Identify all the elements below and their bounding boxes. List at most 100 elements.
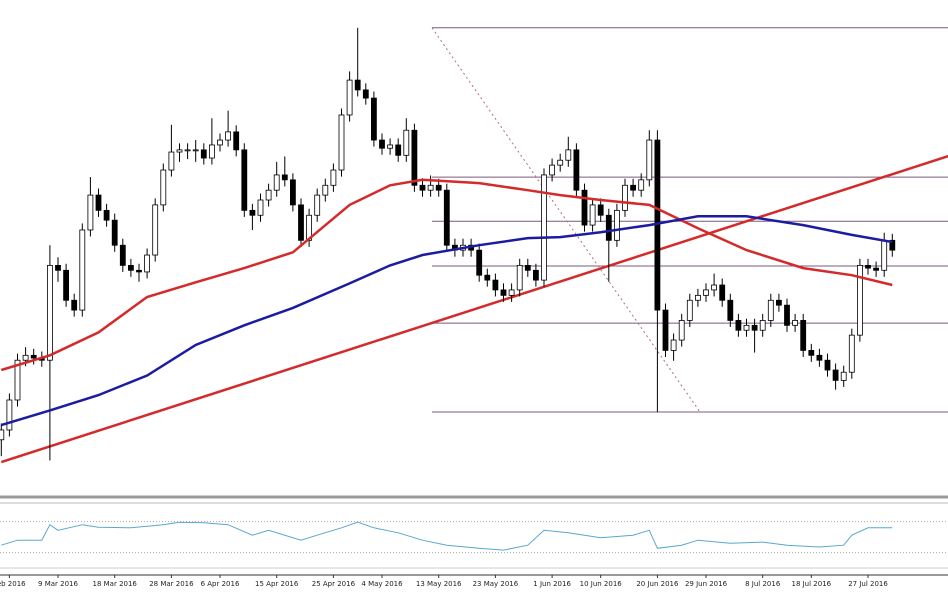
candle-body bbox=[840, 371, 847, 381]
candle-body bbox=[257, 199, 264, 216]
candle-body bbox=[630, 184, 636, 191]
candle-body bbox=[95, 194, 102, 211]
x-tick-label: 18 Mar 2016 bbox=[93, 580, 138, 588]
candle-body bbox=[281, 174, 288, 181]
candle-body bbox=[881, 239, 888, 271]
candle-body bbox=[265, 189, 272, 201]
candle-body bbox=[119, 244, 126, 266]
candle-body bbox=[273, 174, 280, 191]
candle-body bbox=[192, 149, 199, 152]
candle-body bbox=[443, 189, 450, 246]
candle-body bbox=[233, 131, 240, 151]
candle-body bbox=[6, 399, 13, 431]
candle-body bbox=[759, 320, 766, 331]
candle-body bbox=[395, 144, 402, 156]
candle-body bbox=[848, 334, 855, 373]
candle-body bbox=[678, 320, 685, 341]
x-tick-label: Feb 2016 bbox=[0, 580, 26, 588]
candle-body bbox=[638, 179, 645, 191]
candle-body bbox=[63, 269, 69, 301]
candle-body bbox=[533, 269, 539, 281]
x-tick-label: 10 Jun 2016 bbox=[580, 580, 623, 588]
candle-body bbox=[824, 359, 831, 371]
candle-body bbox=[767, 299, 774, 321]
candle-body bbox=[314, 194, 321, 216]
candle-body bbox=[565, 149, 572, 161]
candle-body bbox=[217, 139, 223, 146]
x-tick-label: 23 May 2016 bbox=[473, 580, 519, 588]
candle-body bbox=[662, 309, 669, 351]
x-tick-label: 1 Jun 2016 bbox=[533, 580, 571, 588]
candle-body bbox=[695, 294, 701, 301]
candle-body bbox=[508, 289, 515, 296]
candle-body bbox=[719, 284, 726, 301]
candle-body bbox=[249, 209, 256, 216]
x-tick-label: 27 Jul 2016 bbox=[848, 580, 888, 588]
candle-body bbox=[524, 264, 531, 271]
candle-body bbox=[605, 214, 612, 241]
candle-body bbox=[832, 369, 839, 381]
candle-body bbox=[743, 324, 750, 331]
x-tick-label: 6 Apr 2016 bbox=[201, 580, 240, 588]
candle-body bbox=[541, 174, 547, 281]
moving-average bbox=[0, 215, 893, 427]
candle-body bbox=[103, 209, 110, 221]
x-tick-label: 13 May 2016 bbox=[416, 580, 462, 588]
candle-body bbox=[160, 169, 167, 206]
candle-body bbox=[516, 264, 523, 291]
candle-body bbox=[379, 139, 385, 149]
x-tick-label: 25 Apr 2016 bbox=[312, 580, 356, 588]
x-tick-label: 4 May 2016 bbox=[361, 580, 403, 588]
candle-body bbox=[200, 149, 207, 159]
candle-body bbox=[873, 267, 879, 271]
candle-body bbox=[411, 129, 418, 186]
candle-body bbox=[403, 129, 410, 156]
candle-body bbox=[435, 184, 442, 191]
candle-body bbox=[573, 149, 580, 191]
candle-body bbox=[597, 204, 604, 216]
candle-body bbox=[30, 354, 37, 359]
candle-body bbox=[362, 89, 369, 99]
candle-body bbox=[800, 320, 807, 351]
candle-body bbox=[557, 159, 564, 166]
candle-body bbox=[484, 274, 491, 281]
candle-body bbox=[136, 269, 142, 273]
candle-body bbox=[330, 169, 337, 186]
candle-body bbox=[55, 264, 61, 271]
candle-body bbox=[127, 264, 134, 271]
candle-body bbox=[370, 97, 377, 141]
candle-body bbox=[87, 194, 94, 231]
candle-body bbox=[387, 144, 394, 149]
candle-body bbox=[14, 359, 21, 401]
candle-body bbox=[816, 354, 823, 361]
candle-body bbox=[865, 264, 871, 269]
candle-body bbox=[241, 149, 248, 211]
candle-body bbox=[670, 339, 677, 351]
candle-body bbox=[727, 299, 734, 321]
candle-body bbox=[476, 249, 483, 276]
candle-body bbox=[144, 254, 151, 273]
candle-body bbox=[776, 299, 782, 306]
candle-body bbox=[176, 149, 183, 153]
candle-body bbox=[427, 184, 434, 191]
candle-body bbox=[152, 204, 159, 256]
candle-body bbox=[225, 131, 232, 141]
trendline bbox=[0, 154, 948, 464]
candle-body bbox=[703, 289, 709, 296]
candle-body bbox=[784, 304, 790, 326]
x-tick-label: 9 Mar 2016 bbox=[38, 580, 78, 588]
candle-body bbox=[686, 299, 693, 321]
candle-body bbox=[184, 149, 191, 152]
candle-body bbox=[889, 239, 896, 251]
moving-average bbox=[0, 178, 893, 372]
x-tick-label: 20 Jun 2016 bbox=[636, 580, 679, 588]
candle-body bbox=[751, 324, 758, 331]
candle-body bbox=[614, 209, 620, 241]
x-tick-label: 18 Jul 2016 bbox=[791, 580, 831, 588]
candle-body bbox=[589, 204, 596, 226]
candle-body bbox=[338, 114, 345, 171]
diagonal-dashed bbox=[431, 27, 701, 413]
candle-body bbox=[208, 144, 215, 159]
